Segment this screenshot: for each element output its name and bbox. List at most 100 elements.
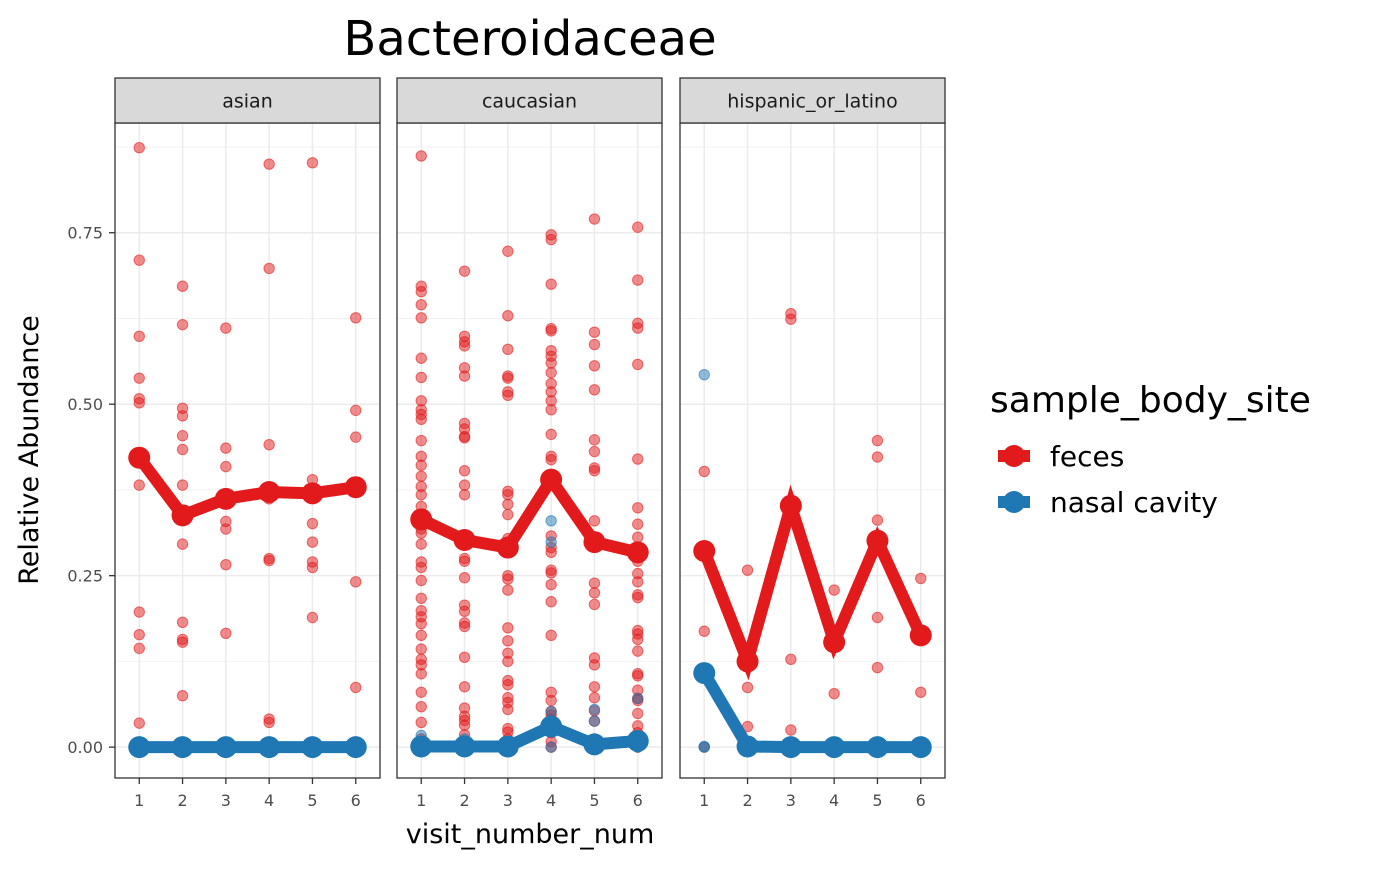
data-point-nasal-cavity: [545, 705, 557, 718]
data-point-feces: [502, 498, 514, 511]
x-tick-label: 5: [589, 791, 599, 810]
data-point-nasal-cavity: [588, 703, 601, 716]
data-point-feces: [220, 523, 232, 535]
data-point-feces: [263, 158, 275, 170]
data-point-feces: [458, 620, 471, 633]
data-point-feces: [415, 538, 427, 550]
data-point-feces: [545, 403, 557, 416]
data-point-feces: [632, 274, 644, 286]
data-point-feces: [502, 584, 514, 596]
mean-point-nasal-cavity: [171, 736, 194, 759]
mean-point-feces: [453, 529, 476, 552]
mean-line-feces: [698, 484, 927, 681]
data-point-nasal-cavity: [698, 369, 710, 381]
data-point-feces: [415, 592, 427, 605]
data-point-nasal-cavity: [588, 715, 601, 727]
data-point-feces: [133, 141, 145, 154]
data-point-feces: [350, 681, 362, 694]
data-point-feces: [545, 546, 557, 559]
y-tick-label: 0.75: [67, 224, 103, 243]
data-point-feces: [306, 157, 319, 169]
data-point-feces: [632, 453, 644, 465]
data-point-feces: [545, 596, 557, 608]
facet-strip-label: hispanic_or_latino: [727, 91, 897, 113]
data-point-feces: [632, 358, 644, 371]
data-point-feces: [588, 577, 601, 589]
x-tick-label: 2: [459, 791, 469, 810]
data-point-feces: [133, 397, 145, 409]
mean-point-nasal-cavity: [301, 736, 324, 759]
mean-point-nasal-cavity: [823, 736, 846, 759]
data-point-feces: [502, 245, 514, 257]
data-point-feces: [415, 700, 427, 713]
x-tick-label: 1: [416, 791, 426, 810]
data-point-feces: [588, 598, 601, 611]
legend-item-nasal-cavity: nasal cavity: [998, 486, 1218, 519]
data-point-feces: [415, 286, 427, 298]
data-point-feces: [220, 460, 232, 473]
legend-title: sample_body_site: [990, 380, 1311, 421]
data-point-feces: [458, 465, 471, 477]
data-point-feces: [220, 442, 232, 454]
mean-point-feces: [128, 446, 151, 469]
mean-point-nasal-cavity: [214, 736, 237, 759]
data-point-nasal-cavity: [545, 536, 557, 548]
data-point-feces: [415, 686, 427, 698]
data-point-feces: [458, 719, 471, 731]
data-point-feces: [698, 465, 710, 478]
data-point-feces: [220, 322, 232, 334]
data-point-feces: [176, 616, 189, 629]
data-point-feces: [632, 502, 644, 514]
data-point-feces: [263, 716, 275, 729]
data-point-feces: [785, 653, 797, 666]
data-point-feces: [871, 434, 884, 447]
x-tick-label: 4: [264, 791, 274, 810]
mean-point-nasal-cavity: [909, 736, 932, 759]
mean-point-nasal-cavity: [540, 715, 563, 738]
mean-point-feces: [344, 476, 367, 499]
facet-panel-caucasian: caucasian 1 2 3 4 5 6: [396, 77, 663, 810]
mean-point-feces: [736, 650, 759, 673]
mean-point-feces: [823, 631, 846, 654]
legend: sample_body_site feces nasal cavity: [990, 380, 1311, 519]
data-point-feces: [741, 681, 754, 694]
data-point-feces: [588, 681, 601, 693]
data-point-feces: [176, 636, 189, 648]
y-tick-label: 0.25: [67, 567, 103, 586]
data-point-feces: [133, 628, 145, 641]
facet-strip-label: asian: [222, 91, 273, 113]
data-point-feces: [306, 611, 319, 624]
data-point-feces: [588, 692, 601, 704]
data-point-feces: [545, 694, 557, 707]
data-point-feces: [545, 578, 557, 591]
mean-point-nasal-cavity: [344, 736, 367, 759]
mean-point-feces: [214, 487, 237, 510]
data-point-feces: [415, 352, 427, 364]
x-tick-label: 3: [221, 791, 231, 810]
data-point-feces: [176, 479, 189, 491]
mean-point-nasal-cavity: [693, 662, 716, 685]
data-point-feces: [915, 686, 927, 698]
data-point-feces: [458, 479, 471, 491]
data-point-feces: [415, 371, 427, 384]
data-point-feces: [458, 265, 471, 277]
data-point-feces: [502, 573, 514, 585]
x-tick-label: 4: [546, 791, 556, 810]
data-point-feces: [263, 438, 275, 451]
data-point-feces: [350, 404, 362, 417]
data-point-feces: [133, 479, 145, 491]
data-point-feces: [502, 508, 514, 521]
data-point-feces: [632, 531, 644, 543]
data-point-feces: [632, 518, 644, 530]
data-point-feces: [545, 366, 557, 379]
data-point-nasal-cavity: [632, 692, 644, 705]
data-point-feces: [502, 635, 514, 647]
data-point-feces: [415, 668, 427, 680]
data-point-feces: [220, 558, 232, 571]
mean-point-feces: [410, 508, 433, 531]
data-point-feces: [458, 340, 471, 352]
mean-point-feces: [540, 468, 563, 491]
data-point-feces: [415, 434, 427, 447]
data-point-feces: [458, 432, 471, 444]
data-point-feces: [502, 489, 514, 501]
